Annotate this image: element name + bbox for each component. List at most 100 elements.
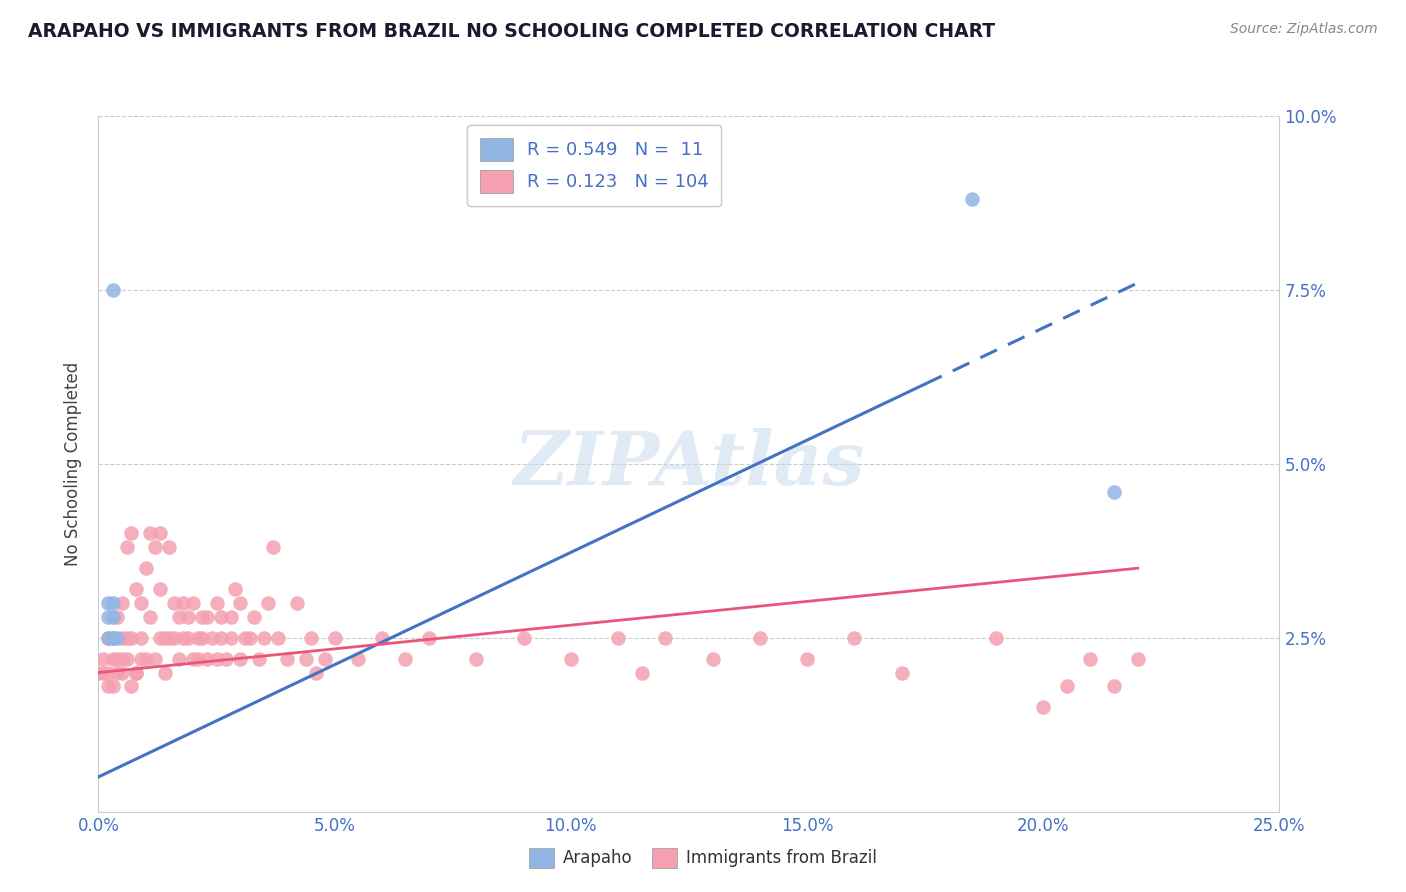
Point (1032, 700, 1054, 714)
Point (163, 631, 186, 645)
Y-axis label: No Schooling Completed: No Schooling Completed (65, 362, 83, 566)
Point (177, 610, 200, 624)
Point (285, 596, 308, 610)
Point (314, 651, 336, 665)
Point (115, 651, 138, 665)
Point (201, 631, 224, 645)
Point (167, 651, 190, 665)
Point (187, 631, 209, 645)
Point (97, 631, 120, 645)
Point (149, 526, 172, 541)
Point (191, 610, 214, 624)
Point (243, 610, 266, 624)
Point (465, 651, 488, 665)
Point (149, 631, 172, 645)
Point (105, 631, 128, 645)
Point (105, 665, 128, 680)
Point (215, 651, 238, 665)
Point (167, 610, 190, 624)
Point (962, 193, 984, 207)
Point (143, 651, 166, 665)
Point (111, 651, 134, 665)
Point (105, 651, 128, 665)
Point (157, 631, 180, 645)
Point (97, 665, 120, 680)
Point (111, 665, 134, 680)
Point (121, 526, 143, 541)
Point (181, 651, 204, 665)
Point (890, 665, 912, 680)
Point (702, 651, 724, 665)
Point (157, 541, 180, 555)
Point (139, 610, 162, 624)
Point (101, 651, 124, 665)
Point (262, 541, 284, 555)
Point (129, 596, 152, 610)
Point (844, 631, 866, 645)
Point (125, 665, 148, 680)
Point (347, 651, 370, 665)
Point (247, 651, 270, 665)
Point (111, 631, 134, 645)
Point (305, 665, 328, 680)
Point (115, 631, 138, 645)
Point (172, 596, 194, 610)
Point (195, 610, 218, 624)
Point (115, 541, 138, 555)
Point (91, 665, 114, 680)
Point (1080, 651, 1102, 665)
Text: ZIPAtlas: ZIPAtlas (513, 427, 865, 500)
Point (257, 596, 280, 610)
Point (418, 631, 440, 645)
Point (191, 631, 214, 645)
Point (229, 651, 252, 665)
Point (149, 582, 172, 596)
Point (295, 651, 318, 665)
Point (143, 541, 166, 555)
Point (181, 596, 204, 610)
Point (219, 610, 242, 624)
Point (187, 651, 209, 665)
Point (1102, 680, 1125, 694)
Point (607, 631, 630, 645)
Point (129, 631, 152, 645)
Point (299, 631, 322, 645)
Point (139, 526, 162, 541)
Point (153, 665, 176, 680)
Point (105, 610, 128, 624)
Point (229, 596, 252, 610)
Point (654, 631, 676, 645)
Point (195, 651, 218, 665)
Point (129, 651, 152, 665)
Point (209, 631, 232, 645)
Point (101, 631, 124, 645)
Point (323, 631, 346, 645)
Point (512, 631, 534, 645)
Point (205, 596, 228, 610)
Point (125, 665, 148, 680)
Point (101, 610, 124, 624)
Point (1056, 680, 1078, 694)
Point (111, 596, 134, 610)
Point (177, 631, 200, 645)
Point (371, 631, 394, 645)
Point (394, 651, 416, 665)
Point (1126, 651, 1149, 665)
Point (219, 631, 242, 645)
Text: ARAPAHO VS IMMIGRANTS FROM BRAZIL NO SCHOOLING COMPLETED CORRELATION CHART: ARAPAHO VS IMMIGRANTS FROM BRAZIL NO SCH… (28, 22, 995, 41)
Legend: R = 0.549   N =  11, R = 0.123   N = 104: R = 0.549 N = 11, R = 0.123 N = 104 (467, 125, 721, 206)
Point (1102, 484, 1125, 499)
Point (87, 665, 110, 680)
Point (209, 610, 232, 624)
Point (91, 651, 114, 665)
Point (748, 631, 770, 645)
Point (267, 631, 290, 645)
Point (224, 582, 246, 596)
Point (233, 631, 256, 645)
Point (97, 631, 120, 645)
Point (97, 610, 120, 624)
Point (253, 631, 276, 645)
Text: Source: ZipAtlas.com: Source: ZipAtlas.com (1230, 22, 1378, 37)
Point (984, 631, 1007, 645)
Point (121, 631, 143, 645)
